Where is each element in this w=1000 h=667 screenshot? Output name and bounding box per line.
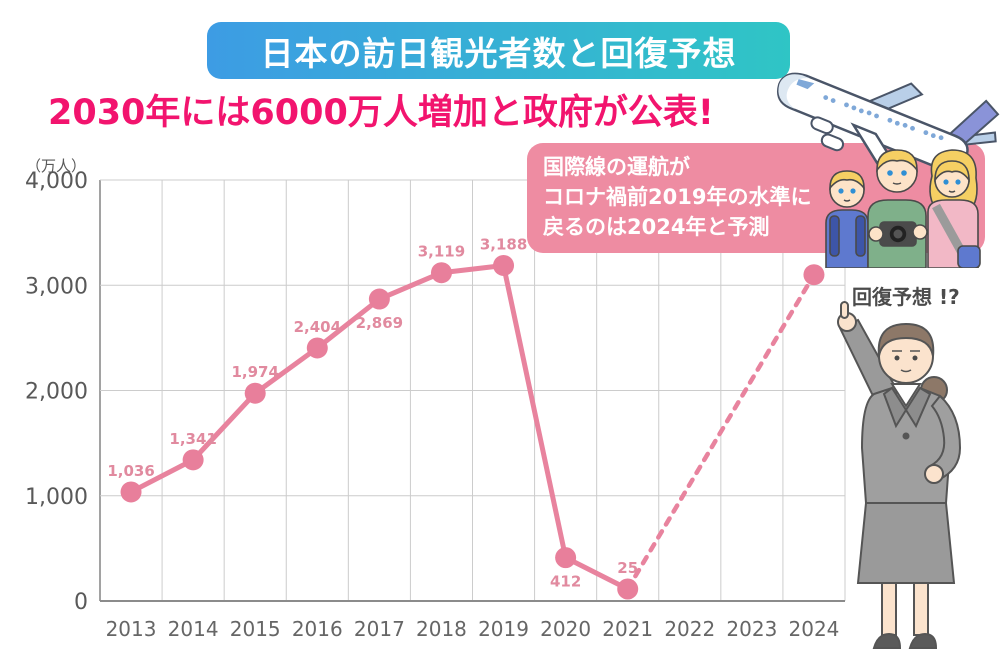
svg-text:2,404: 2,404	[294, 318, 341, 336]
svg-text:3,119: 3,119	[418, 243, 465, 261]
svg-text:0: 0	[74, 590, 88, 615]
svg-text:2,000: 2,000	[25, 380, 88, 405]
svg-text:2019: 2019	[478, 617, 529, 641]
svg-text:2015: 2015	[230, 617, 281, 641]
svg-text:4,000: 4,000	[25, 169, 88, 194]
callout-line-2: コロナ禍前2019年の水準に	[543, 184, 812, 209]
svg-text:2,869: 2,869	[356, 314, 403, 332]
svg-text:2016: 2016	[292, 617, 343, 641]
svg-text:25: 25	[617, 559, 638, 577]
svg-text:（万人）: （万人）	[26, 157, 86, 175]
svg-text:2014: 2014	[168, 617, 219, 641]
recovery-note: 回復予想 !?	[852, 281, 992, 310]
svg-text:1,341: 1,341	[169, 430, 216, 448]
svg-text:2017: 2017	[354, 617, 405, 641]
callout-line-1: 国際線の運航が	[543, 155, 690, 179]
svg-text:1,036: 1,036	[107, 462, 154, 480]
svg-text:412: 412	[550, 573, 581, 591]
svg-text:1,974: 1,974	[231, 363, 278, 381]
svg-text:2024: 2024	[789, 617, 840, 641]
svg-text:3,000: 3,000	[25, 274, 88, 299]
title-banner: 日本の訪日観光者数と回復予想	[207, 22, 790, 79]
svg-text:2020: 2020	[540, 617, 591, 641]
svg-text:2013: 2013	[106, 617, 157, 641]
title-banner-text: 日本の訪日観光者数と回復予想	[260, 33, 737, 73]
businesswoman-icon	[818, 298, 993, 660]
svg-text:2022: 2022	[664, 617, 715, 641]
tourist-family-icon	[800, 128, 995, 269]
svg-text:3,188: 3,188	[480, 235, 527, 253]
svg-text:2021: 2021	[602, 617, 653, 641]
airplane-icon	[758, 48, 1000, 198]
headline: 2030年には6000万人増加と政府が公表!	[48, 84, 808, 133]
svg-text:1,000: 1,000	[25, 485, 88, 510]
svg-text:2018: 2018	[416, 617, 467, 641]
headline-text: 2030年には6000万人増加と政府が公表!	[48, 93, 714, 133]
callout-line-3: 戻るのは2024年と予測	[543, 214, 770, 239]
svg-text:2023: 2023	[726, 617, 777, 641]
recovery-note-text: 回復予想 !?	[852, 285, 960, 309]
